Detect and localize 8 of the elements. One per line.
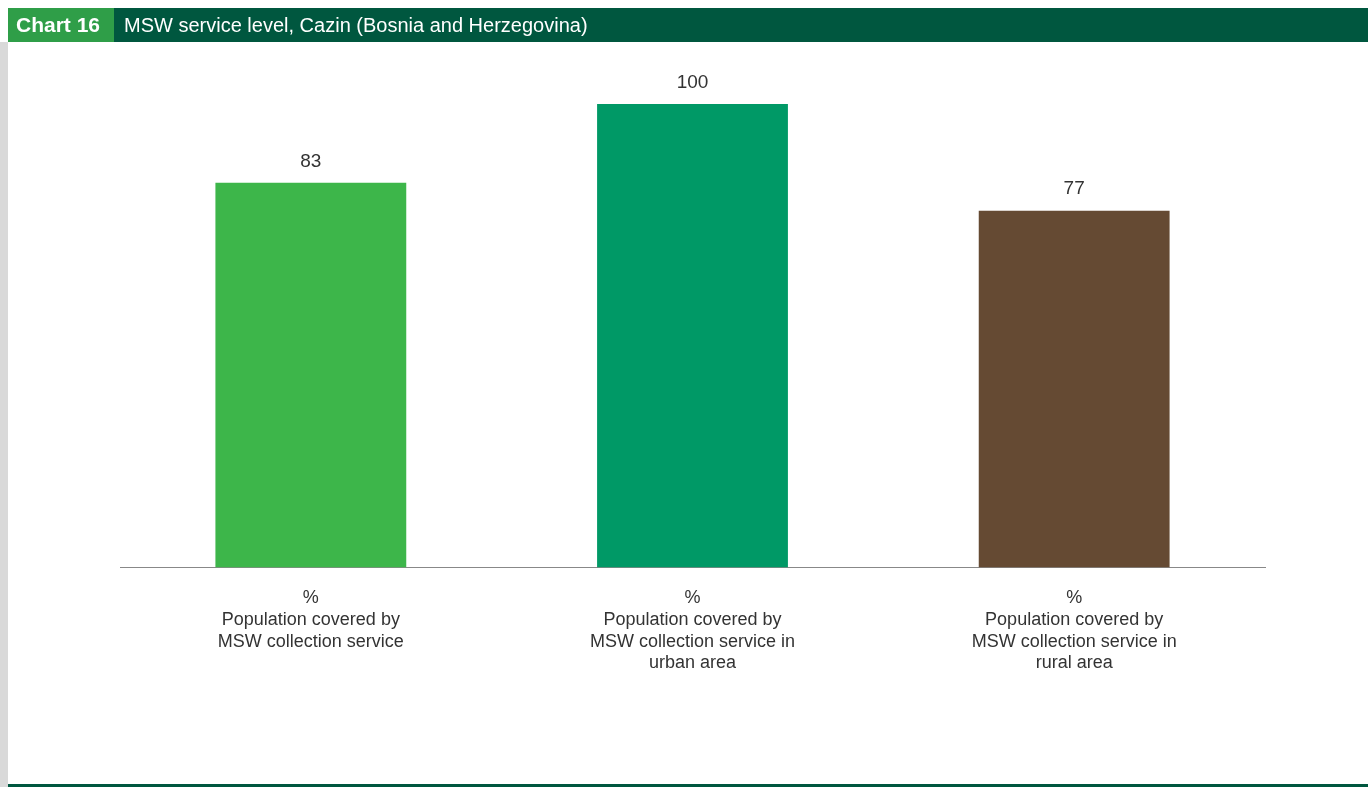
x-tick-label: % Population covered by MSW collection service xyxy=(217,587,404,651)
chart-title: MSW service level, Cazin (Bosnia and Herzegovina) xyxy=(123,13,588,37)
data-label: 100 xyxy=(676,70,709,92)
caption: Chart 16 xyxy=(8,8,115,42)
data-label: 83 xyxy=(300,149,322,171)
data-label: 77 xyxy=(1063,177,1085,199)
x-tick-label: % Population covered by MSW collection service in rural area xyxy=(971,587,1177,673)
x-tick-label: % Population covered by MSW collection service in urban area xyxy=(589,587,796,673)
